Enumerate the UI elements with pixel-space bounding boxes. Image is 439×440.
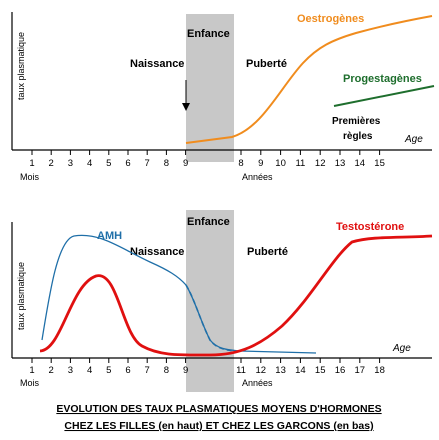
tick-label-year-3: 11	[295, 158, 305, 169]
tick-label-month-2: 3	[68, 365, 73, 376]
age-label-top: Age	[404, 134, 423, 145]
tick-label-year-4: 15	[315, 365, 326, 376]
tick-label-year-5: 16	[335, 365, 346, 376]
tick-label-month-6: 7	[145, 158, 150, 169]
series-line-progestagenes	[333, 85, 435, 107]
tick-label-year-5: 13	[335, 158, 346, 169]
tick-label-month-8: 9	[183, 158, 188, 169]
tick-label-year-1: 12	[256, 365, 267, 376]
puberty-label-top: Puberté	[246, 58, 287, 70]
tick-label-month-7: 8	[164, 158, 169, 169]
unit-years-top: Années	[242, 172, 273, 182]
caption-line-2: CHEZ LES FILLES (en haut) ET CHEZ LES GA…	[64, 420, 373, 432]
first-period-label-line2: règles	[343, 131, 373, 142]
tick-label-year-0: 11	[236, 365, 246, 376]
tick-label-month-0: 1	[29, 365, 34, 376]
unit-years-bottom: Années	[242, 378, 273, 388]
series-line-amh-dashed	[185, 284, 237, 352]
unit-months-top: Mois	[20, 172, 40, 182]
tick-label-month-5: 6	[125, 365, 130, 376]
tick-labels-top: 1 2 3 4 5 6 7 8 9 8 9 10 11 12 13 14 15	[29, 150, 385, 169]
tick-label-month-2: 3	[68, 158, 73, 169]
tick-label-year-6: 14	[355, 158, 366, 169]
unit-months-bottom: Mois	[20, 378, 40, 388]
legend-oestrogenes: Oestrogènes	[297, 13, 364, 25]
tick-label-month-4: 5	[106, 365, 111, 376]
tick-label-month-3: 4	[87, 158, 92, 169]
caption-line-1: EVOLUTION DES TAUX PLASMATIQUES MOYENS D…	[56, 403, 381, 415]
tick-label-year-1: 9	[258, 158, 263, 169]
tick-label-year-7: 15	[374, 158, 385, 169]
series-line-testosterone	[39, 234, 433, 357]
first-period-label-line1: Premières	[332, 116, 381, 127]
age-label-bottom: Age	[392, 343, 411, 354]
tick-label-month-1: 2	[49, 365, 54, 376]
tick-label-month-5: 6	[125, 158, 130, 169]
puberty-label-bottom: Puberté	[247, 246, 288, 258]
tick-label-year-4: 12	[315, 158, 326, 169]
birth-label-bottom: Naissance	[130, 246, 184, 258]
series-line-amh	[41, 234, 317, 354]
tick-label-month-1: 2	[49, 158, 54, 169]
y-axis-label-top: taux plasmatique	[16, 32, 26, 100]
tick-label-month-4: 5	[106, 158, 111, 169]
birth-arrow-head-top	[182, 103, 190, 111]
legend-amh: AMH	[97, 230, 122, 242]
tick-labels-bottom: 1 2 3 4 5 6 7 8 9 11 12 13 14 15 16 17 18	[29, 358, 385, 376]
birth-label-top: Naissance	[130, 58, 184, 70]
tick-label-year-3: 14	[295, 365, 306, 376]
tick-label-month-7: 8	[164, 365, 169, 376]
y-axis-label-bottom: taux plasmatique	[16, 262, 26, 330]
legend-progestagenes: Progestagènes	[343, 73, 422, 85]
tick-label-year-0: 8	[238, 158, 243, 169]
tick-label-month-3: 4	[87, 365, 92, 376]
legend-testosterone: Testostérone	[336, 221, 404, 233]
tick-label-year-2: 10	[275, 158, 286, 169]
tick-label-month-8: 9	[183, 365, 188, 376]
tick-label-month-0: 1	[29, 158, 34, 169]
tick-label-year-6: 17	[355, 365, 366, 376]
tick-label-month-6: 7	[145, 365, 150, 376]
childhood-label-top: Enfance	[187, 28, 230, 40]
top-panel: taux plasmatique Age 1 2 3 4 5 6 7 8 9 8 9 10 11 12 13…	[11, 12, 435, 182]
series-line-oestrogenes	[185, 15, 433, 144]
bottom-panel: taux plasmatique Age 1 2 3 4 5 6 7 8 9 11 12 13 14 15…	[11, 210, 433, 392]
tick-label-year-7: 18	[374, 365, 385, 376]
tick-label-year-2: 13	[275, 365, 286, 376]
childhood-label-bottom: Enfance	[187, 216, 230, 228]
